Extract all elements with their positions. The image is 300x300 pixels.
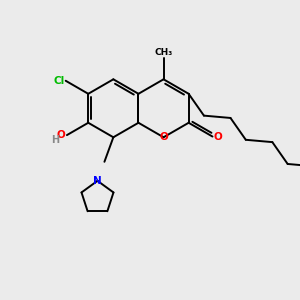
Text: N: N [93,176,102,186]
Text: CH₃: CH₃ [154,48,173,57]
Text: O: O [159,132,168,142]
Text: O: O [57,130,65,140]
Text: O: O [214,131,223,142]
Text: Cl: Cl [54,76,65,86]
Text: H: H [52,136,60,146]
